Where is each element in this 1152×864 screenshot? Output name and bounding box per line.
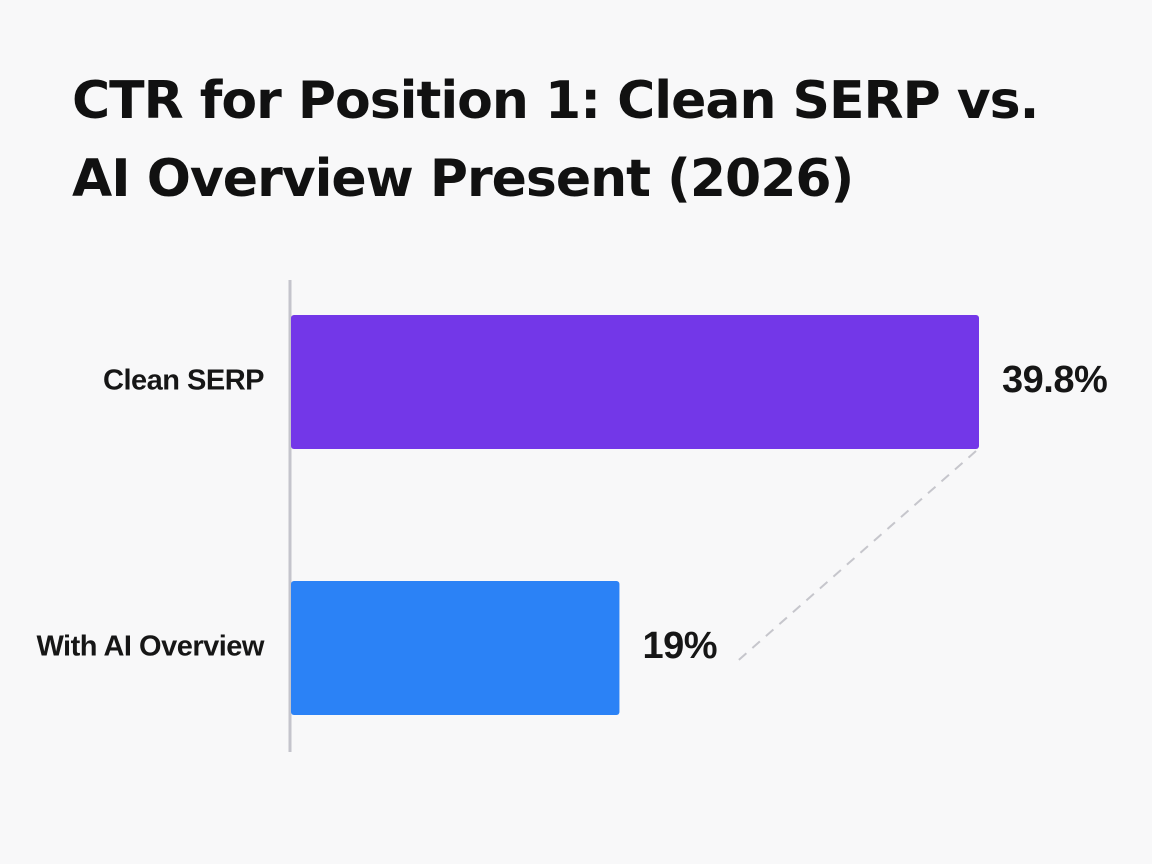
- value-label-clean-serp: 39.8%: [1002, 359, 1107, 401]
- chart-title: CTR for Position 1: Clean SERP vs. AI Ov…: [72, 71, 1039, 209]
- value-label-with-ai-overview: 19%: [642, 625, 717, 667]
- dashed-connector-line: [735, 450, 977, 663]
- bar-with-ai-overview: [291, 581, 620, 715]
- bars-group: Clean SERP 39.8% With AI Overview 19%: [36, 315, 1108, 715]
- category-label-clean-serp: Clean SERP: [103, 365, 264, 397]
- bar-clean-serp: [291, 315, 979, 449]
- category-label-with-ai-overview: With AI Overview: [36, 631, 264, 663]
